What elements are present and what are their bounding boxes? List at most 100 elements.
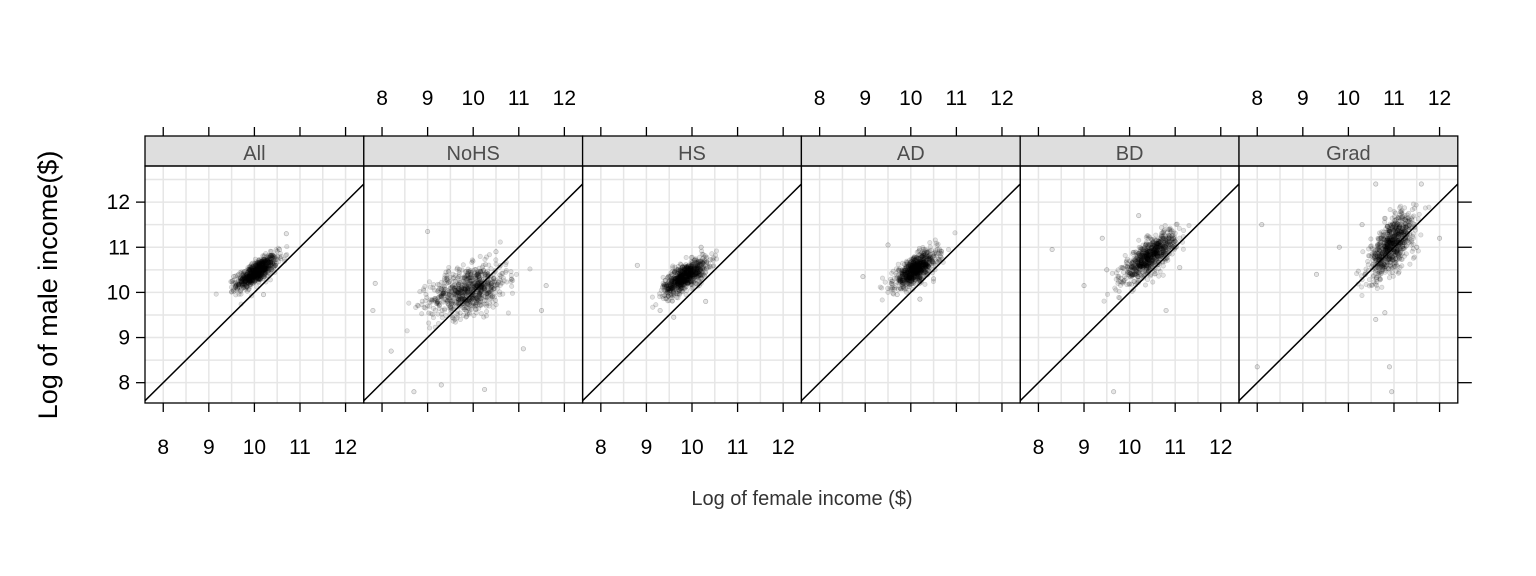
data-point [1381,229,1387,235]
data-point [922,254,928,260]
data-point [459,267,465,273]
data-point [680,276,686,282]
data-point [229,289,235,295]
data-point [1378,240,1384,246]
data-point [911,280,917,286]
data-point [914,249,920,255]
data-point [462,275,468,281]
data-point [1138,260,1144,266]
data-point [1394,246,1400,252]
outlier-point [1049,247,1055,253]
data-point [264,265,270,271]
data-point [485,281,491,287]
data-point [253,275,259,281]
data-point [254,270,260,276]
data-point [676,278,682,284]
data-point [669,285,675,291]
data-point [916,267,922,273]
data-point [916,266,922,272]
data-point [1157,242,1163,248]
data-point [1146,260,1152,266]
data-point [899,276,905,282]
data-point [240,283,246,289]
data-point [1120,265,1126,271]
data-point [491,286,497,292]
data-point [926,256,932,262]
data-point [1397,224,1403,230]
data-point [907,267,913,273]
data-point [245,276,251,282]
data-point [1377,247,1383,253]
data-point [693,270,699,276]
data-point [246,273,252,279]
data-point [1161,228,1167,234]
data-point [1385,230,1391,236]
data-point [700,264,706,270]
data-point [916,267,922,273]
data-point [1391,228,1397,234]
data-point [259,262,265,268]
data-point [907,275,913,281]
data-point [248,262,254,268]
data-point [902,264,908,270]
data-point [1386,256,1392,262]
data-point [477,292,483,298]
data-point [911,262,917,268]
data-point [1155,257,1161,263]
data-point [456,274,462,280]
data-point [1135,280,1141,286]
data-point [500,270,506,276]
data-point [263,264,269,270]
data-point [1153,257,1159,263]
data-point [690,268,696,274]
data-point [262,267,268,273]
data-point [901,285,907,291]
data-point [896,267,902,273]
data-point [1398,208,1404,214]
data-point [698,261,704,267]
data-point [1149,258,1155,264]
data-point [684,264,690,270]
data-point [688,270,694,276]
data-point [251,269,257,275]
data-point [1400,213,1406,219]
data-point [1400,231,1406,237]
data-point [1366,253,1372,259]
data-point [1153,240,1159,246]
data-point [1403,243,1409,249]
data-point [885,289,891,295]
data-point [477,293,483,299]
data-point [456,297,462,303]
data-point [916,248,922,254]
data-point [1406,225,1412,231]
data-point [918,266,924,272]
data-point [1379,251,1385,257]
data-point [1160,246,1166,252]
data-point [478,288,484,294]
data-point [676,288,682,294]
data-point [680,269,686,275]
data-point [261,267,267,273]
data-point [684,269,690,275]
data-point [899,273,905,279]
data-point [252,271,258,277]
data-point [704,259,710,265]
data-point [453,292,459,298]
data-point [674,273,680,279]
data-point [458,296,464,302]
data-point [448,305,454,311]
data-point [453,299,459,305]
data-point [251,273,257,279]
data-point [1389,215,1395,221]
data-point [1389,240,1395,246]
data-point [890,290,896,296]
data-point [679,282,685,288]
data-point [918,259,924,265]
data-point [681,268,687,274]
data-point [1159,238,1165,244]
data-point [468,286,474,292]
data-point [481,289,487,295]
data-point [1130,272,1136,278]
data-point [687,267,693,273]
data-point [1373,257,1379,263]
